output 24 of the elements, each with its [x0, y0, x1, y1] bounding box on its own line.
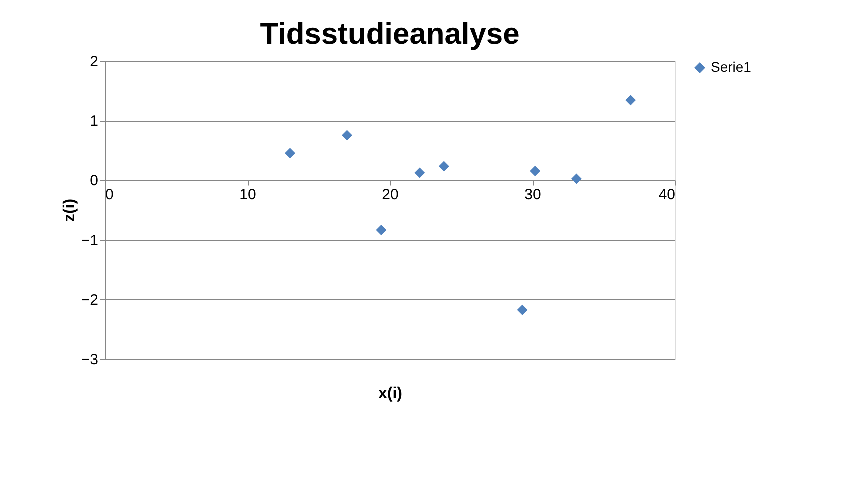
point	[285, 148, 296, 159]
legend-label: Serie1	[711, 59, 752, 75]
point	[414, 168, 426, 178]
y-tick-label: −1	[81, 232, 98, 250]
x-tick-label: 10	[240, 186, 256, 204]
point	[571, 174, 582, 184]
x-tick-label: 40	[658, 186, 676, 204]
point	[517, 304, 528, 316]
point	[626, 95, 636, 106]
y-tick-label: 1	[90, 113, 98, 130]
y-tick-label: 2	[90, 54, 98, 70]
x-tick-label: 0	[106, 186, 114, 204]
point	[376, 225, 387, 236]
chart-title: Tidsstudieanalyse	[260, 18, 520, 51]
x-tick-label: 20	[382, 186, 399, 204]
y-tick-label: 0	[90, 172, 98, 190]
y-axis-title: z(i)	[61, 198, 78, 222]
x-tick-label: 30	[524, 186, 542, 204]
x-axis-title: x(i)	[378, 386, 402, 402]
y-tick-label: −2	[81, 292, 98, 309]
point	[342, 130, 352, 141]
point	[438, 161, 450, 172]
point	[530, 166, 541, 177]
y-tick-label: −3	[81, 352, 98, 368]
